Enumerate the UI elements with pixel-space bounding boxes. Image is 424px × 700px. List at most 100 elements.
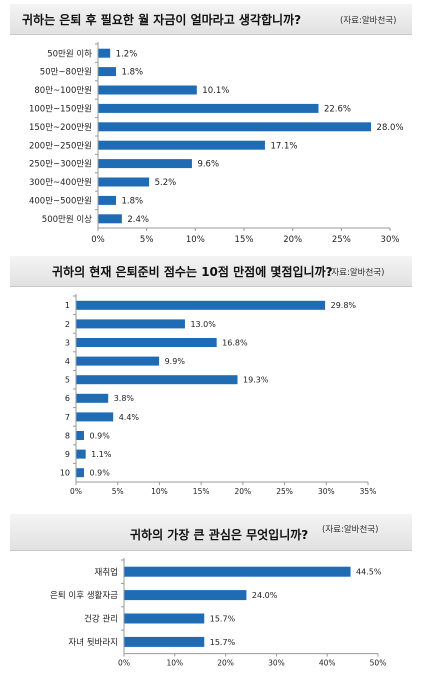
x-tick-label: 10%: [151, 487, 168, 496]
category-label: 재취업: [95, 568, 118, 578]
category-label: 7: [65, 413, 70, 422]
data-label: 0.9%: [90, 431, 111, 440]
bar: [76, 449, 86, 459]
chart-source: (자료:알바천국): [340, 16, 397, 26]
category-label: 건강 관리: [84, 614, 118, 625]
bar-chart-retirement-score: 0% 5% 10% 15% 20% 25% 30% 35% 1 29.8% 2 13.0% 3 16.8%…: [60, 294, 377, 496]
category-label: 200만~250만원: [29, 141, 92, 151]
chart-title: 귀하는 은퇴 후 필요한 월 자금이 얼마라고 생각합니까?: [22, 13, 302, 27]
bar: [124, 566, 351, 577]
x-tick-label: 30%: [318, 487, 335, 496]
x-tick-label: 5%: [112, 487, 124, 496]
bar: [124, 636, 205, 647]
x-tick-label: 20%: [235, 487, 252, 496]
bar: [98, 67, 117, 77]
x-tick-label: 0%: [91, 235, 105, 245]
bar: [98, 48, 111, 58]
x-tick-label: 15%: [193, 487, 210, 496]
category-label: 50만원 이하: [47, 48, 92, 59]
bar: [98, 140, 265, 150]
data-label: 24.0%: [252, 591, 278, 600]
bar: [76, 300, 326, 310]
category-label: 은퇴 이후 생활자금: [50, 590, 118, 601]
data-label: 44.5%: [356, 568, 382, 577]
x-tick-label: 10%: [166, 659, 183, 668]
bar: [98, 85, 197, 95]
bar: [98, 159, 192, 169]
category-label: 2: [65, 320, 70, 329]
data-label: 13.0%: [190, 320, 216, 329]
data-label: 1.8%: [122, 196, 144, 206]
x-tick-label: 25%: [276, 487, 293, 496]
data-label: 22.6%: [324, 104, 351, 114]
x-tick-label: 20%: [217, 659, 234, 668]
bar: [98, 195, 117, 205]
chart-panel-biggest-interest: 귀하의 가장 큰 관심은 무엇입니까? (자료:알바천국) 0% 10% 20% 30…: [10, 514, 412, 696]
data-label: 15.7%: [210, 638, 236, 647]
bar: [98, 103, 319, 113]
category-label: 4: [65, 357, 70, 366]
category-label: 150만~200만원: [29, 123, 92, 133]
data-label: 16.8%: [222, 338, 248, 347]
x-tick-label: 25%: [332, 235, 351, 245]
data-label: 1.1%: [91, 450, 112, 459]
category-label: 10: [60, 469, 70, 478]
data-label: 29.8%: [331, 301, 357, 310]
category-label: 8: [65, 431, 70, 440]
chart-panel-monthly-funds: 귀하는 은퇴 후 필요한 월 자금이 얼마라고 생각합니까? (자료:알바천국)…: [10, 4, 412, 250]
category-label: 3: [65, 338, 70, 347]
bar: [76, 338, 217, 347]
x-tick-label: 35%: [360, 487, 377, 496]
category-label: 9: [65, 450, 70, 459]
x-tick-label: 50%: [370, 659, 387, 668]
bar: [76, 393, 109, 403]
bar: [76, 356, 160, 366]
x-tick-label: 5%: [140, 235, 154, 245]
bar: [76, 431, 85, 440]
chart-title-bar: 귀하의 현재 은퇴준비 점수는 10점 만점에 몇점입니까? (자료:알바천국): [10, 256, 412, 287]
category-label: 500만원 이상: [42, 214, 92, 225]
category-label: 400만~500만원: [29, 196, 92, 206]
x-tick-label: 10%: [186, 235, 205, 245]
x-tick-label: 15%: [235, 235, 254, 245]
chart-title-bar: 귀하의 가장 큰 관심은 무엇입니까? (자료:알바천국): [10, 514, 412, 551]
chart-title-bar: 귀하는 은퇴 후 필요한 월 자금이 얼마라고 생각합니까? (자료:알바천국): [10, 4, 412, 35]
data-label: 17.1%: [270, 141, 297, 151]
data-label: 1.2%: [116, 49, 138, 59]
bar: [76, 319, 185, 329]
data-label: 15.7%: [210, 614, 236, 623]
category-label: 80만~100만원: [34, 86, 92, 96]
bar: [98, 177, 150, 187]
category-label: 5: [65, 376, 70, 385]
x-tick-label: 30%: [268, 659, 285, 668]
category-label: 자녀 뒷바라지: [68, 637, 118, 648]
data-label: 0.9%: [90, 469, 111, 478]
data-label: 3.8%: [114, 394, 135, 403]
x-tick-label: 40%: [319, 659, 336, 668]
x-tick-label: 0%: [70, 487, 82, 496]
bar-chart-monthly-funds: 0% 5% 10% 15% 20% 25% 30% 50만원 이하 1.2% 50만~80만원 1.…: [29, 42, 404, 245]
category-label: 300만~400만원: [29, 178, 92, 188]
category-label: 50만~80만원: [40, 68, 92, 78]
data-label: 5.2%: [155, 178, 177, 188]
category-label: 6: [65, 394, 70, 403]
data-label: 10.1%: [202, 86, 229, 96]
data-label: 4.4%: [119, 413, 140, 422]
chart-title: 귀하의 가장 큰 관심은 무엇입니까?: [130, 528, 309, 542]
data-label: 1.8%: [122, 68, 144, 78]
bar: [98, 214, 122, 224]
data-label: 9.6%: [197, 160, 219, 170]
x-tick-label: 20%: [283, 235, 302, 245]
chart-panel-retirement-score: 귀하의 현재 은퇴준비 점수는 10점 만점에 몇점입니까? (자료:알바천국)…: [10, 256, 412, 502]
bar: [76, 468, 85, 478]
x-tick-label: 30%: [381, 235, 400, 245]
x-tick-label: 0%: [118, 659, 130, 668]
chart-title: 귀하의 현재 은퇴준비 점수는 10점 만점에 몇점입니까?: [52, 265, 333, 279]
data-label: 9.9%: [165, 357, 186, 366]
data-label: 28.0%: [377, 123, 404, 133]
data-label: 2.4%: [127, 215, 149, 225]
data-label: 19.3%: [243, 376, 269, 385]
bar: [98, 122, 372, 132]
category-label: 1: [65, 301, 70, 310]
chart-source: (자료:알바천국): [328, 268, 385, 278]
